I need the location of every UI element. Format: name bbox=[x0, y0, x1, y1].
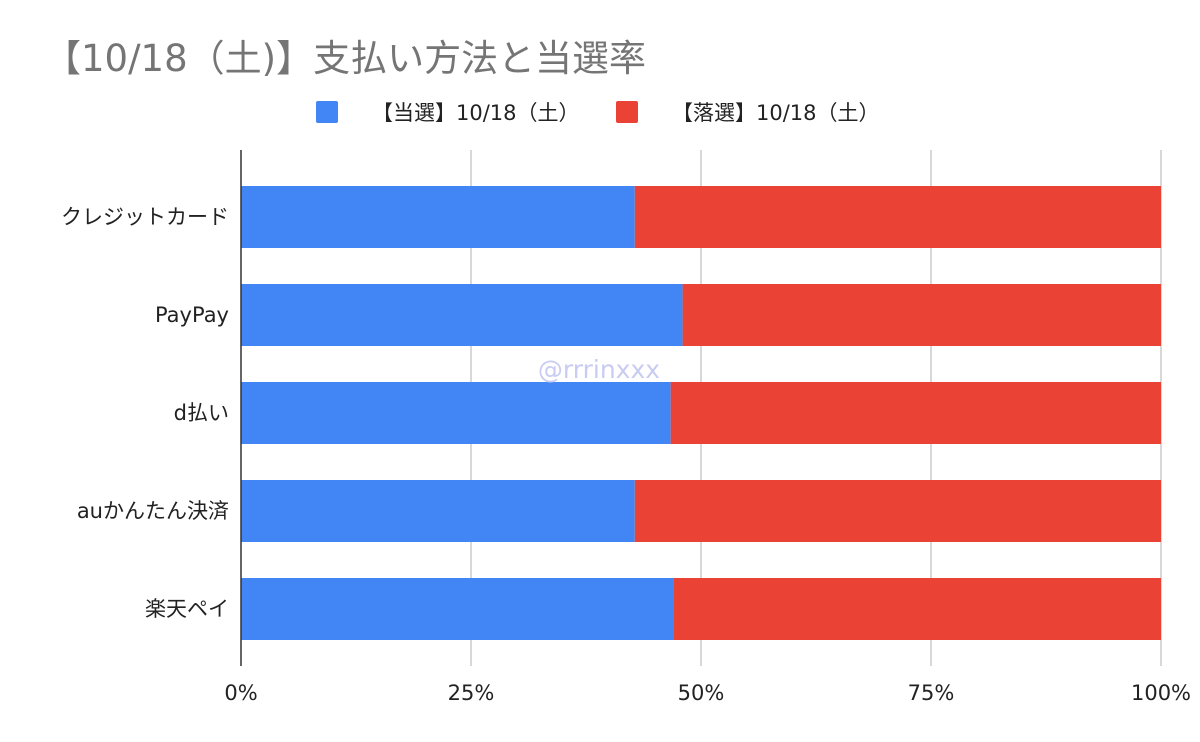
category-label: 楽天ペイ bbox=[145, 597, 229, 621]
labels: 0% 25% 50% 75% 100% クレジットカード PayPay d払い auかんたん決済… bbox=[61, 205, 1191, 705]
x-tick-label: 50% bbox=[678, 681, 725, 705]
category-label: d払い bbox=[174, 401, 229, 425]
category-label: クレジットカード bbox=[61, 205, 229, 229]
bar-segment-won bbox=[241, 382, 671, 444]
category-label: auかんたん決済 bbox=[77, 499, 229, 523]
bar-segment-lost bbox=[682, 284, 1161, 346]
x-tick-label: 0% bbox=[224, 681, 257, 705]
legend-swatch-won bbox=[316, 101, 338, 123]
watermark-text: @rrrinxxx bbox=[538, 355, 660, 384]
bar-segment-lost bbox=[634, 186, 1161, 248]
bar-segment-lost bbox=[670, 382, 1161, 444]
x-tick-label: 75% bbox=[908, 681, 955, 705]
bar-segment-won bbox=[241, 578, 674, 640]
bar-segment-won bbox=[241, 480, 635, 542]
bar-segment-lost bbox=[634, 480, 1161, 542]
legend: 【当選】10/18（土） 【落選】10/18（土） bbox=[0, 97, 1200, 129]
legend-label-won: 【当選】10/18（土） bbox=[372, 101, 580, 125]
legend-item-lost: 【落選】10/18（土） bbox=[616, 97, 880, 127]
bar-segment-won bbox=[241, 186, 635, 248]
bar-segment-won bbox=[241, 284, 683, 346]
x-tick-label: 100% bbox=[1131, 681, 1191, 705]
category-label: PayPay bbox=[155, 303, 229, 327]
x-tick-label: 25% bbox=[448, 681, 495, 705]
bars bbox=[241, 186, 1161, 640]
bar-segment-lost bbox=[673, 578, 1161, 640]
legend-swatch-lost bbox=[616, 101, 638, 123]
chart-title: 【10/18（土)】支払い方法と当選率 bbox=[44, 37, 647, 80]
legend-label-lost: 【落選】10/18（土） bbox=[672, 101, 880, 125]
legend-item-won: 【当選】10/18（土） bbox=[316, 97, 580, 127]
